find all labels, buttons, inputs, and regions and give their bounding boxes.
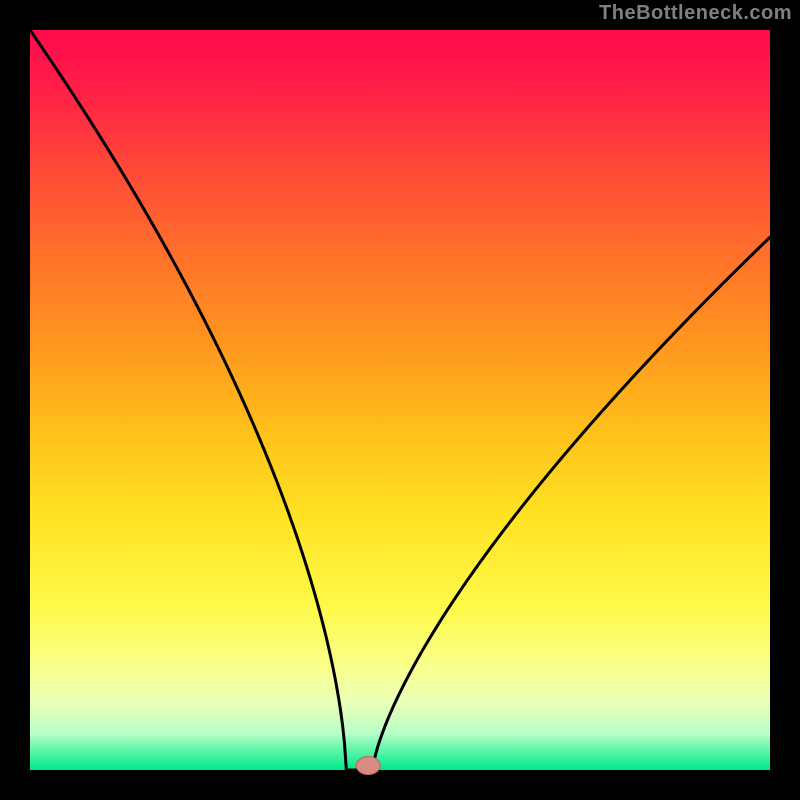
attribution-text: TheBottleneck.com <box>599 2 792 25</box>
bottleneck-chart <box>0 0 800 800</box>
chart-container: TheBottleneck.com <box>0 0 800 800</box>
plot-background <box>30 30 770 770</box>
optimum-marker <box>356 757 380 775</box>
